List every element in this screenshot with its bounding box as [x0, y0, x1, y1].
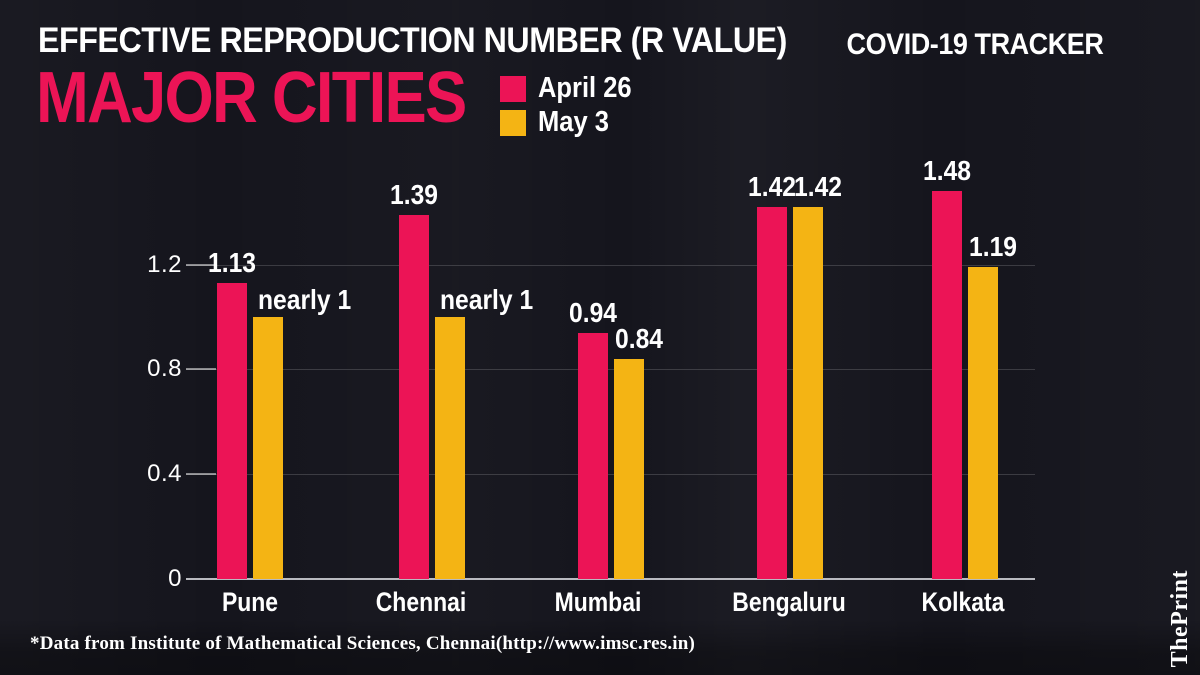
value-label-may3-chennai: nearly 1	[440, 284, 534, 315]
ytick-mark-0.8	[186, 368, 216, 371]
bar-may3-pune	[253, 317, 283, 579]
footer-band	[0, 619, 1200, 675]
chart-legend: April 26 May 3	[500, 72, 644, 143]
x-axis-label-pune: Pune	[221, 587, 279, 617]
ytick-mark-1.2	[186, 263, 216, 266]
bar-may3-chennai	[435, 317, 465, 579]
page-title: EFFECTIVE REPRODUCTION NUMBER (R VALUE)	[38, 21, 787, 60]
page-subtitle: MAJOR CITIES	[36, 58, 467, 138]
value-label-april26-kolkata: 1.48	[923, 155, 971, 187]
bar-april26-mumbai	[578, 332, 608, 579]
x-axis-line	[186, 578, 1035, 580]
x-axis-label-chennai: Chennai	[375, 587, 467, 617]
value-label-april26-chennai: 1.39	[390, 178, 438, 210]
legend-item-april26: April 26	[500, 72, 644, 104]
y-axis-tick-1.2: 1.2	[147, 250, 182, 278]
legend-item-may3: May 3	[500, 106, 644, 138]
bar-may3-bengaluru	[793, 206, 823, 579]
bar-april26-kolkata	[932, 191, 962, 579]
legend-label-april26: April 26	[538, 72, 632, 104]
value-label-may3-kolkata: 1.19	[969, 231, 1017, 263]
value-label-may3-pune: nearly 1	[258, 284, 352, 315]
value-label-april26-mumbai: 0.94	[569, 296, 617, 328]
bar-april26-chennai	[399, 214, 429, 579]
gridline-0.4	[186, 474, 1035, 476]
bar-may3-kolkata	[968, 267, 998, 579]
y-axis-tick-0.4: 0.4	[147, 460, 182, 488]
value-label-april26-bengaluru: 1.42	[748, 170, 796, 202]
value-label-may3-mumbai: 0.84	[615, 322, 663, 354]
gridline-0.8	[186, 369, 1035, 371]
tracker-label: COVID-19 TRACKER	[846, 28, 1103, 61]
y-axis-tick-0: 0	[168, 565, 182, 592]
bar-may3-mumbai	[614, 358, 644, 579]
ytick-mark-0.4	[186, 473, 216, 476]
value-label-may3-bengaluru: 1.42	[794, 170, 842, 202]
y-axis-tick-0.8: 0.8	[147, 355, 182, 383]
bar-april26-pune	[217, 282, 247, 579]
legend-swatch-april26-icon	[500, 75, 526, 102]
legend-label-may3: May 3	[538, 106, 609, 138]
gridline-1.2	[186, 264, 1035, 266]
theprint-logo: ThePrint	[1167, 569, 1193, 667]
x-axis-label-kolkata: Kolkata	[921, 587, 1005, 617]
source-note: *Data from Institute of Mathematical Sci…	[30, 633, 696, 654]
x-axis-label-mumbai: Mumbai	[554, 587, 642, 617]
legend-swatch-may3-icon	[500, 109, 526, 136]
x-axis-label-bengaluru: Bengaluru	[732, 587, 846, 617]
bar-april26-bengaluru	[757, 206, 787, 579]
value-label-april26-pune: 1.13	[208, 246, 256, 278]
